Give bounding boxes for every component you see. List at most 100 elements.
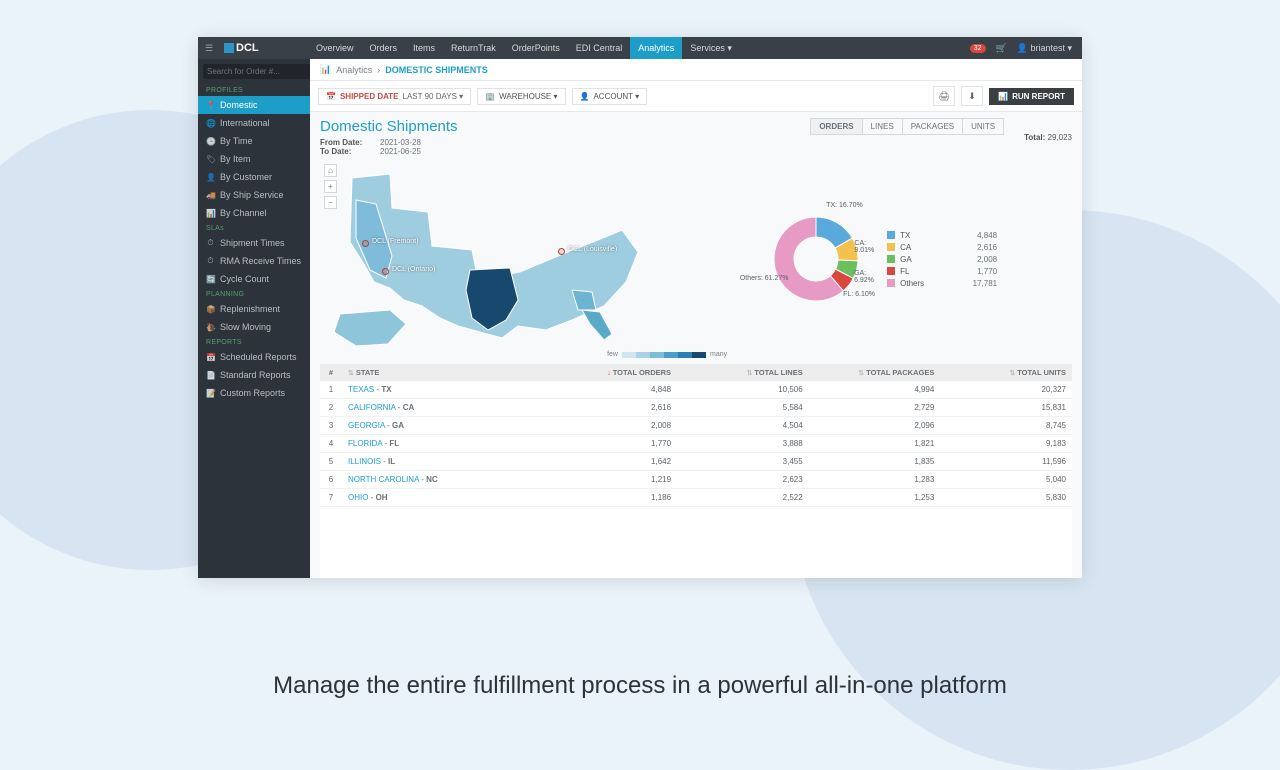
filter-account[interactable]: 👤 ACCOUNT ▾: [572, 88, 648, 105]
sidebar-section: REPORTS: [198, 336, 310, 348]
download-icon[interactable]: ⬇: [961, 86, 983, 106]
sidebar-nav: PROFILES📍Domestic🌐International🕒By Time🏷…: [198, 84, 310, 402]
nav-services-[interactable]: Services ▾: [682, 37, 740, 59]
donut-slice-label: TX: 16.70%: [826, 202, 863, 209]
sidebar-icon: ⏱: [206, 256, 215, 266]
us-map[interactable]: ⌂ + − DCL (Fremont) DCL (Ontario) DCL (Lou…: [320, 160, 737, 358]
brand-logo-icon: [224, 43, 234, 53]
sidebar-item-by-ship-service[interactable]: 🚚By Ship Service: [198, 186, 310, 204]
nav-returntrak[interactable]: ReturnTrak: [443, 37, 504, 59]
map-zoom-in-icon[interactable]: +: [324, 180, 337, 193]
breadcrumb-sep: ›: [377, 65, 380, 75]
toggle-lines[interactable]: LINES: [863, 119, 903, 134]
nav-items[interactable]: Items: [405, 37, 443, 59]
sidebar-item-by-customer[interactable]: 👤By Customer: [198, 168, 310, 186]
notification-badge[interactable]: 32: [970, 44, 986, 53]
nav-overview[interactable]: Overview: [308, 37, 362, 59]
sidebar-icon: ⏱: [206, 238, 215, 248]
sidebar-icon: 📝: [206, 389, 215, 398]
run-report-button[interactable]: 📊 RUN REPORT: [989, 88, 1074, 105]
chart-icon: 📊: [320, 64, 331, 75]
sidebar: 🔍 PROFILES📍Domestic🌐International🕒By Tim…: [198, 59, 310, 578]
filter-bar: 📅 SHIPPED DATE LAST 90 DAYS ▾ 🏢 WAREHOUS…: [310, 81, 1082, 112]
sidebar-item-shipment-times[interactable]: ⏱Shipment Times: [198, 234, 310, 252]
map-pin-label: DCL (Louisville): [568, 246, 617, 253]
legend-item: GA2,008: [887, 255, 997, 264]
nav-orderpoints[interactable]: OrderPoints: [504, 37, 568, 59]
user-menu[interactable]: 👤 briantest ▾: [1017, 43, 1072, 54]
sidebar-section: PLANNING: [198, 288, 310, 300]
breadcrumb-current: DOMESTIC SHIPMENTS: [385, 65, 488, 75]
toggle-packages[interactable]: PACKAGES: [903, 119, 963, 134]
search-input[interactable]: [203, 64, 321, 79]
date-range: From Date:2021-03-28 To Date:2021-06-25: [320, 138, 458, 156]
sidebar-icon: 🐌: [206, 323, 215, 332]
toggle-orders[interactable]: ORDERS: [811, 119, 862, 134]
sidebar-icon: 📅: [206, 353, 215, 362]
map-pin-label: DCL (Ontario): [392, 266, 435, 273]
sidebar-icon: 📍: [206, 101, 215, 110]
map-pin[interactable]: [558, 248, 565, 255]
table-header: # ⇅STATE ↓TOTAL ORDERS ⇅TOTAL LINES ⇅TOT…: [320, 364, 1072, 381]
sidebar-item-cycle-count[interactable]: 🔄Cycle Count: [198, 270, 310, 288]
donut-slice-label: GA: 6.92%: [854, 270, 881, 284]
sidebar-icon: 🌐: [206, 119, 215, 128]
donut-chart: TX: 16.70% CA: 9.01% GA: 6.92% FL: 6.10% Oth…: [751, 160, 1072, 358]
metric-toggle: ORDERSLINESPACKAGESUNITS: [810, 118, 1004, 135]
legend-item: TX4,848: [887, 231, 997, 240]
map-svg: [320, 160, 680, 350]
table-row[interactable]: 1TEXAS - TX4,84810,5064,99420,327: [320, 381, 1072, 399]
sidebar-item-by-time[interactable]: 🕒By Time: [198, 132, 310, 150]
donut-slice-label: FL: 6.10%: [843, 291, 875, 298]
sidebar-item-slow-moving[interactable]: 🐌Slow Moving: [198, 318, 310, 336]
table-row[interactable]: 5ILLINOIS - IL1,6423,4551,83511,596: [320, 453, 1072, 471]
sidebar-item-custom-reports[interactable]: 📝Custom Reports: [198, 384, 310, 402]
filter-warehouse[interactable]: 🏢 WAREHOUSE ▾: [477, 88, 565, 105]
sidebar-item-domestic[interactable]: 📍Domestic: [198, 96, 310, 114]
sidebar-item-rma-receive-times[interactable]: ⏱RMA Receive Times: [198, 252, 310, 270]
donut-slice-label: Others: 61.27%: [740, 275, 789, 282]
legend-item: CA2,616: [887, 243, 997, 252]
sidebar-item-standard-reports[interactable]: 📄Standard Reports: [198, 366, 310, 384]
nav-analytics[interactable]: Analytics: [630, 37, 682, 59]
legend-item: Others17,781: [887, 279, 997, 288]
map-home-icon[interactable]: ⌂: [324, 164, 337, 177]
table-row[interactable]: 3GEORGIA - GA2,0084,5042,0968,745: [320, 417, 1072, 435]
sidebar-item-scheduled-reports[interactable]: 📅Scheduled Reports: [198, 348, 310, 366]
sidebar-item-international[interactable]: 🌐International: [198, 114, 310, 132]
filter-shipped-date[interactable]: 📅 SHIPPED DATE LAST 90 DAYS ▾: [318, 88, 471, 105]
nav-orders[interactable]: Orders: [362, 37, 406, 59]
donut-slice-label: CA: 9.01%: [854, 240, 881, 254]
brand: DCL: [220, 42, 308, 54]
table-row[interactable]: 2CALIFORNIA - CA2,6165,5842,72915,831: [320, 399, 1072, 417]
sidebar-item-by-channel[interactable]: 📊By Channel: [198, 204, 310, 222]
nav-edi-central[interactable]: EDI Central: [568, 37, 631, 59]
print-icon[interactable]: 🖨: [933, 86, 955, 106]
total: Total: 29,023: [1024, 133, 1072, 142]
sidebar-icon: 👤: [206, 173, 215, 182]
toggle-units[interactable]: UNITS: [963, 119, 1003, 134]
shipments-table: # ⇅STATE ↓TOTAL ORDERS ⇅TOTAL LINES ⇅TOT…: [320, 364, 1072, 578]
menu-icon[interactable]: ☰: [198, 43, 220, 54]
sidebar-item-by-item[interactable]: 🏷By Item: [198, 150, 310, 168]
page-title: Domestic Shipments: [320, 118, 458, 135]
map-pin[interactable]: [382, 268, 389, 275]
map-pin-label: DCL (Fremont): [372, 238, 418, 245]
map-pin[interactable]: [362, 240, 369, 247]
marketing-caption: Manage the entire fulfillment process in…: [0, 670, 1280, 702]
map-zoom-out-icon[interactable]: −: [324, 196, 337, 209]
table-row[interactable]: 4FLORIDA - FL1,7703,8881,8219,183: [320, 435, 1072, 453]
app-window: ☰ DCL OverviewOrdersItemsReturnTrakOrder…: [198, 37, 1082, 578]
breadcrumb-root[interactable]: Analytics: [336, 65, 372, 75]
topbar: ☰ DCL OverviewOrdersItemsReturnTrakOrder…: [198, 37, 1082, 59]
table-row[interactable]: 7OHIO - OH1,1862,5221,2535,830: [320, 489, 1072, 507]
topbar-right: 32 🛒 👤 briantest ▾: [970, 43, 1082, 54]
table-row[interactable]: 6NORTH CAROLINA - NC1,2192,6231,2835,040: [320, 471, 1072, 489]
cart-icon[interactable]: 🛒: [996, 43, 1007, 54]
breadcrumb: 📊 Analytics › DOMESTIC SHIPMENTS: [310, 59, 1082, 81]
sidebar-icon: 🏷: [206, 155, 215, 164]
sidebar-icon: 📄: [206, 371, 215, 380]
sidebar-item-replenishment[interactable]: 📦Replenishment: [198, 300, 310, 318]
legend-item: FL1,770: [887, 267, 997, 276]
main: 📊 Analytics › DOMESTIC SHIPMENTS 📅 SHIPP…: [310, 59, 1082, 578]
